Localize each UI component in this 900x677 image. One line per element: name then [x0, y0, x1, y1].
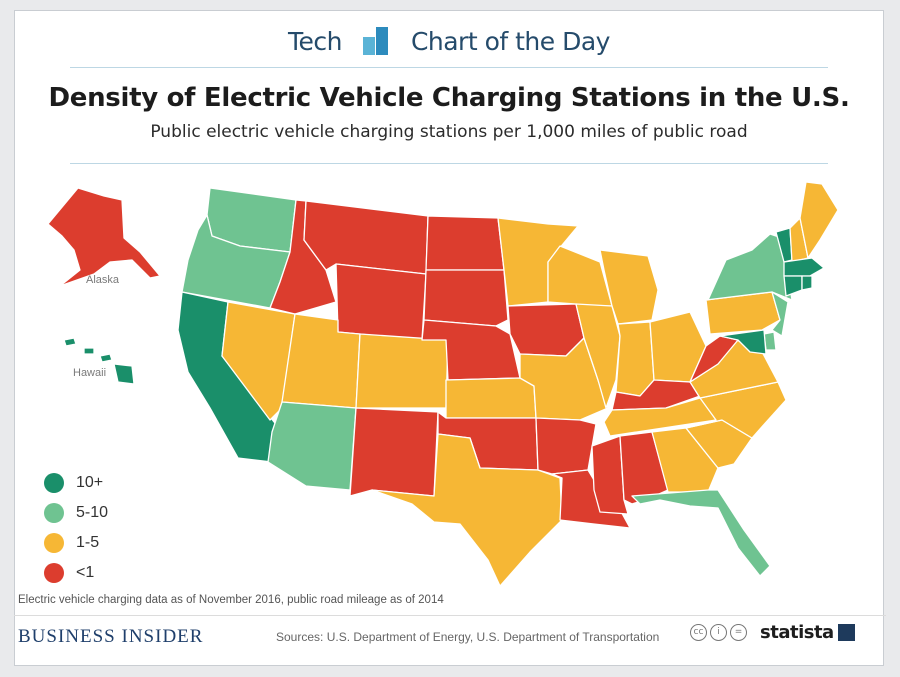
state-colorado	[355, 333, 449, 409]
legend-label: 5-10	[76, 504, 109, 521]
footer-divider	[14, 615, 886, 616]
state-texas	[371, 433, 563, 587]
sources-text: Sources: U.S. Department of Energy, U.S.…	[276, 630, 660, 644]
legend-swatch	[44, 473, 64, 493]
state-georgia	[651, 427, 719, 493]
legend-item: 1-5	[44, 528, 108, 558]
state-new-mexico	[349, 407, 439, 497]
statista-logo: statista	[760, 622, 834, 643]
brand-header: Tech Chart of the Day	[15, 25, 883, 56]
state-nevada	[221, 301, 296, 421]
state-louisiana	[551, 469, 631, 529]
legend: 10+ 5-10 1-5 <1	[44, 468, 108, 588]
legend-item: <1	[44, 558, 108, 588]
state-connecticut	[783, 275, 803, 297]
state-rhode-island	[801, 275, 813, 291]
state-montana	[303, 200, 429, 275]
legend-item: 10+	[44, 468, 108, 498]
legend-label: <1	[76, 564, 95, 581]
state-arkansas	[535, 417, 597, 475]
brand-chart-of-the-day: Chart of the Day	[410, 26, 611, 56]
page-title: Density of Electric Vehicle Charging Sta…	[48, 83, 850, 113]
state-indiana	[615, 321, 655, 397]
no-derivatives-icon: =	[730, 624, 747, 641]
legend-swatch	[44, 563, 64, 583]
state-florida	[631, 489, 771, 577]
legend-label: 10+	[76, 474, 104, 491]
state-arizona	[267, 401, 357, 491]
state-hawaii	[63, 337, 135, 385]
legend-label: 1-5	[76, 534, 100, 551]
subtitle-divider	[70, 163, 828, 164]
state-north-dakota	[425, 215, 505, 271]
state-missouri	[519, 337, 609, 421]
state-maine	[799, 181, 839, 259]
state-iowa	[507, 303, 585, 357]
header-divider	[70, 67, 828, 68]
brand-tech: Tech	[288, 26, 343, 56]
hawaii-label: Hawaii	[73, 367, 107, 379]
statista-icon	[838, 624, 855, 641]
data-note: Electric vehicle charging data as of Nov…	[18, 594, 444, 606]
business-insider-logo: BUSINESS INSIDER	[18, 626, 204, 647]
cc-icon: cc	[690, 624, 707, 641]
alaska-label: Alaska	[86, 274, 120, 286]
state-new-jersey	[771, 291, 789, 337]
state-south-dakota	[423, 269, 509, 327]
page-subtitle: Public electric vehicle charging station…	[150, 122, 748, 142]
state-massachusetts	[783, 257, 825, 277]
state-alaska	[47, 187, 161, 287]
legend-swatch	[44, 533, 64, 553]
state-kansas	[445, 377, 537, 419]
license-icons: cc i =	[690, 624, 747, 641]
legend-swatch	[44, 503, 64, 523]
attribution-icon: i	[710, 624, 727, 641]
legend-item: 5-10	[44, 498, 108, 528]
state-wyoming	[335, 263, 427, 341]
state-maryland	[719, 329, 767, 355]
state-michigan	[599, 249, 659, 325]
chart-logo-icon	[363, 27, 389, 55]
